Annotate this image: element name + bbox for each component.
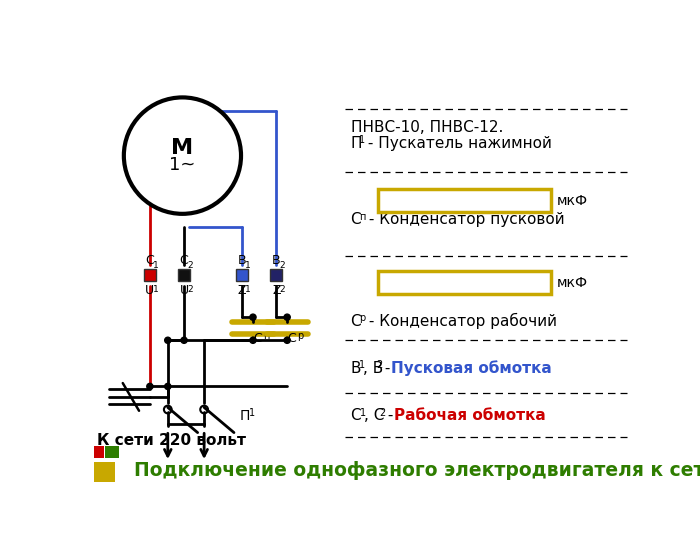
Circle shape <box>164 337 171 343</box>
Text: п: п <box>262 331 269 341</box>
Text: 1: 1 <box>358 360 365 371</box>
Text: мкФ: мкФ <box>556 276 588 290</box>
Text: 1: 1 <box>153 261 159 270</box>
Circle shape <box>250 314 256 320</box>
Text: В: В <box>272 254 281 267</box>
Text: п: п <box>358 212 365 222</box>
Text: С: С <box>351 314 361 329</box>
Text: р: р <box>358 313 365 323</box>
Text: - Пускатель нажимной: - Пускатель нажимной <box>363 136 552 150</box>
Text: Рабочая обмотка: Рабочая обмотка <box>394 408 546 423</box>
Circle shape <box>181 337 187 343</box>
Text: С: С <box>351 213 361 227</box>
Text: Пусковая обмотка: Пусковая обмотка <box>391 361 552 376</box>
Text: 2: 2 <box>279 261 285 270</box>
Text: Z: Z <box>238 284 246 296</box>
Text: В: В <box>238 254 246 267</box>
Bar <box>378 271 552 294</box>
Text: 1: 1 <box>358 135 365 145</box>
Bar <box>94 446 104 458</box>
Bar <box>378 189 552 212</box>
Text: С: С <box>287 332 296 346</box>
Text: -: - <box>383 408 398 423</box>
Text: Z: Z <box>272 284 281 296</box>
Text: - Конденсатор рабочий: - Конденсатор рабочий <box>364 313 557 330</box>
Text: 1: 1 <box>245 261 251 270</box>
Text: 1: 1 <box>360 408 367 418</box>
Circle shape <box>124 98 241 214</box>
Circle shape <box>284 314 290 320</box>
Text: С: С <box>180 254 188 267</box>
Bar <box>144 269 156 281</box>
Text: 1: 1 <box>248 408 255 418</box>
Text: С: С <box>253 332 262 346</box>
Text: , В: , В <box>363 361 384 376</box>
Text: 2: 2 <box>279 285 285 294</box>
Text: К сети 220 вольт: К сети 220 вольт <box>97 433 246 449</box>
Text: р: р <box>297 331 303 341</box>
Circle shape <box>147 383 153 390</box>
Text: 2: 2 <box>187 261 192 270</box>
Text: С: С <box>146 254 154 267</box>
Text: U: U <box>146 284 155 296</box>
Text: 1: 1 <box>245 285 251 294</box>
Text: Подключение однофазного электродвигателя к сети.: Подключение однофазного электродвигателя… <box>134 461 700 480</box>
Text: мкФ: мкФ <box>556 193 588 208</box>
Circle shape <box>164 383 171 390</box>
Bar <box>270 269 283 281</box>
Text: 1~: 1~ <box>169 156 195 174</box>
Text: С: С <box>351 408 361 423</box>
Circle shape <box>284 337 290 343</box>
Text: 2: 2 <box>376 360 382 371</box>
Text: 2: 2 <box>379 408 385 418</box>
Bar <box>178 269 190 281</box>
Text: 2: 2 <box>187 285 192 294</box>
Text: ПНВС-10, ПНВС-12.: ПНВС-10, ПНВС-12. <box>351 120 503 135</box>
Text: U: U <box>179 284 188 296</box>
Bar <box>106 446 119 458</box>
Circle shape <box>250 337 256 343</box>
Text: , С: , С <box>364 408 384 423</box>
Text: П: П <box>351 136 362 150</box>
Text: П: П <box>239 409 250 423</box>
Bar <box>94 462 115 482</box>
Bar <box>236 269 248 281</box>
Text: В: В <box>351 361 361 376</box>
Text: 1: 1 <box>153 285 159 294</box>
Text: М: М <box>172 138 193 158</box>
Text: - Конденсатор пусковой: - Конденсатор пусковой <box>364 213 565 227</box>
Text: -: - <box>381 361 395 376</box>
